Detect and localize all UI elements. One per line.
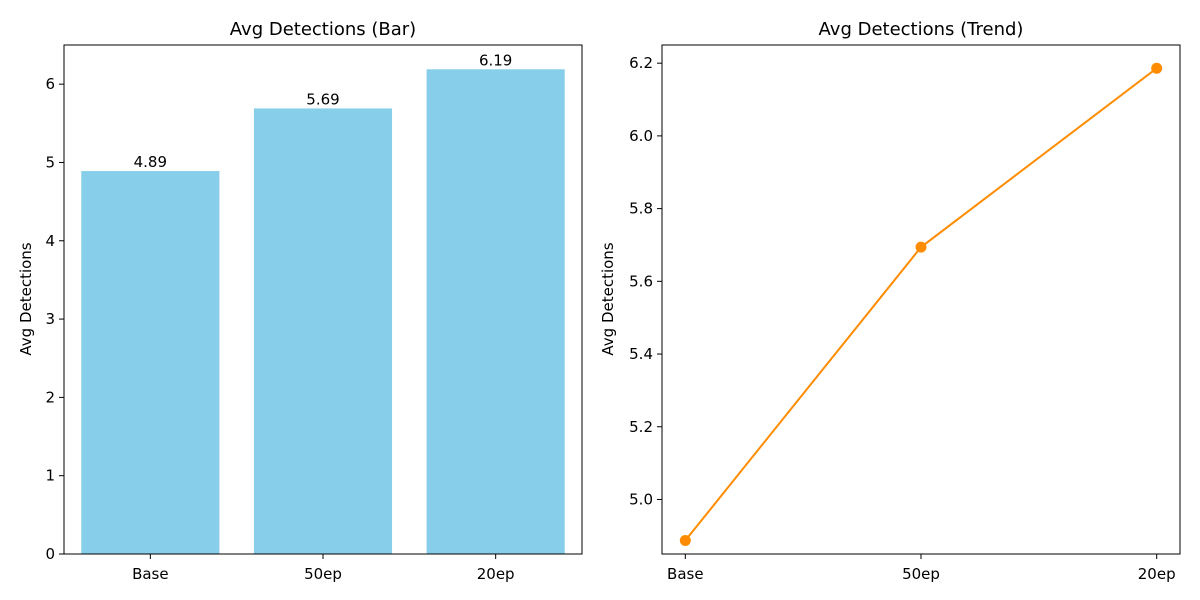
trend-line (684, 67, 1158, 542)
y-tick-label: 1 (45, 467, 55, 485)
bar-chart-title: Avg Detections (Bar) (230, 19, 416, 40)
bar-chart-axes-frame (63, 44, 583, 555)
x-tick-label: Base (132, 565, 169, 583)
x-tick-label: 50ep (902, 565, 940, 583)
bar-50ep (253, 108, 393, 554)
y-tick-label: 5.6 (629, 272, 653, 290)
bar-data-label: 4.89 (134, 153, 167, 171)
x-tick-label: 20ep (1138, 565, 1176, 583)
y-tick-label: 6 (45, 75, 55, 93)
y-tick-label: 6.0 (629, 127, 653, 145)
trend-point-Base (679, 535, 691, 547)
line-chart-axes-frame (661, 44, 1181, 555)
trend-point-50ep (915, 241, 927, 253)
y-tick-label: 4 (45, 232, 55, 250)
bar-Base (81, 171, 220, 554)
line-chart-y-axis-label: Avg Detections (599, 242, 617, 355)
bar-chart-y-ticks: 0 1 2 3 4 5 6 (45, 75, 64, 563)
line-chart-panel: Avg Detections (Trend) Avg Detections 5.… (599, 19, 1181, 583)
trend-point-20ep (1151, 62, 1163, 74)
y-tick-label: 3 (45, 310, 55, 328)
y-tick-label: 5.8 (629, 200, 653, 218)
bar-data-label: 5.69 (306, 90, 339, 108)
x-tick-label: 50ep (304, 565, 342, 583)
bar-chart-y-axis-label: Avg Detections (17, 242, 35, 355)
line-chart-title: Avg Detections (Trend) (819, 19, 1024, 40)
y-tick-label: 0 (45, 545, 55, 563)
x-tick-label: 20ep (477, 565, 515, 583)
y-tick-label: 5.4 (629, 345, 653, 363)
line-chart-x-ticks: Base 50ep 20ep (667, 554, 1176, 583)
bar-chart-x-ticks: Base 50ep 20ep (132, 554, 515, 583)
y-tick-label: 5.2 (629, 418, 653, 436)
y-tick-label: 5 (45, 153, 55, 171)
line-chart-marks (679, 62, 1163, 547)
bar-chart-marks: 4.89 5.69 6.19 (81, 51, 565, 554)
bar-data-label: 6.19 (479, 51, 512, 69)
y-tick-label: 2 (45, 388, 55, 406)
y-tick-label: 6.2 (629, 54, 653, 72)
line-chart-y-ticks: 5.0 5.2 5.4 5.6 5.8 6.0 6.2 (629, 54, 662, 508)
bar-20ep (426, 69, 565, 554)
y-tick-label: 5.0 (629, 490, 653, 508)
x-tick-label: Base (667, 565, 704, 583)
bar-chart-panel: Avg Detections (Bar) Avg Detections 4.89… (17, 19, 583, 583)
